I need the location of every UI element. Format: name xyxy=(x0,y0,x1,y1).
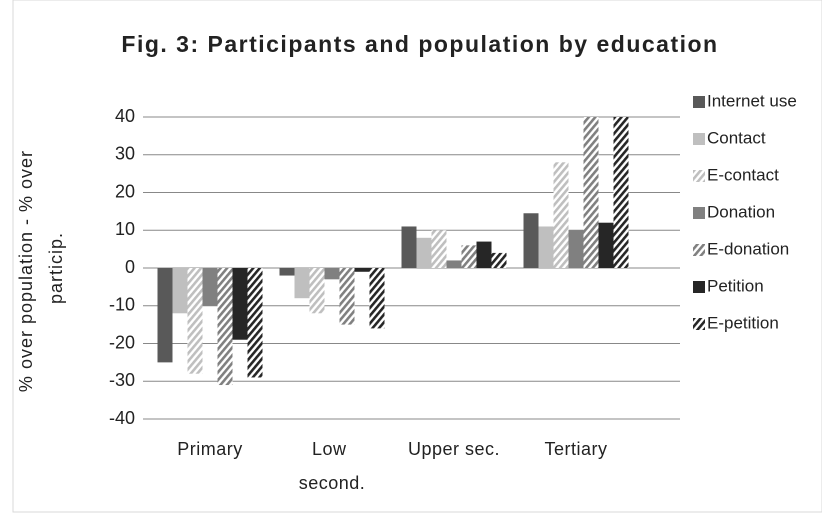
bar xyxy=(294,268,310,299)
bar xyxy=(339,268,355,325)
bar xyxy=(431,230,447,268)
bar xyxy=(309,268,325,314)
bar xyxy=(491,252,507,268)
bar xyxy=(157,268,173,363)
bar xyxy=(598,222,614,268)
bar xyxy=(583,117,599,268)
legend-label: E-contact xyxy=(707,165,779,184)
legend-label: Donation xyxy=(707,202,775,221)
legend-label: Petition xyxy=(707,276,764,295)
bar xyxy=(461,245,477,268)
bar xyxy=(568,230,584,268)
y-tick-label: 0 xyxy=(125,257,135,277)
y-tick-label: -40 xyxy=(109,408,135,428)
legend-swatch xyxy=(693,207,705,219)
legend-label: Contact xyxy=(707,128,766,147)
y-tick-label: -30 xyxy=(109,370,135,390)
bar xyxy=(279,268,295,276)
y-tick-label: 30 xyxy=(115,144,135,164)
bar xyxy=(523,213,539,268)
legend-swatch xyxy=(693,133,705,145)
x-tick-label: Tertiary xyxy=(544,439,607,459)
bar xyxy=(247,268,263,378)
bar xyxy=(476,241,492,268)
y-tick-label: 10 xyxy=(115,219,135,239)
legend-swatch xyxy=(693,318,705,330)
bar xyxy=(202,268,218,306)
bar xyxy=(354,268,370,272)
legend-label: E-donation xyxy=(707,239,789,258)
bar xyxy=(416,237,432,268)
legend-swatch xyxy=(693,281,705,293)
bar xyxy=(232,268,248,340)
bar xyxy=(538,226,554,268)
chart-border xyxy=(12,0,822,513)
y-tick-label: 20 xyxy=(115,181,135,201)
y-tick-label: -20 xyxy=(109,332,135,352)
legend-swatch xyxy=(693,170,705,182)
x-tick-label: Low second. xyxy=(299,439,366,493)
legend-swatch xyxy=(693,244,705,256)
y-tick-label: 40 xyxy=(115,106,135,126)
legend-swatch xyxy=(693,96,705,108)
bar xyxy=(217,268,233,386)
bar xyxy=(401,226,417,268)
bar xyxy=(187,268,203,374)
bar xyxy=(324,268,340,280)
y-axis-label: % over population - % over particip. xyxy=(16,144,66,392)
legend-label: E-petition xyxy=(707,313,779,332)
legend-label: Internet use xyxy=(707,91,797,110)
x-tick-label: Primary xyxy=(177,439,243,459)
bar xyxy=(172,268,188,314)
bar xyxy=(613,117,629,268)
y-tick-label: -10 xyxy=(109,295,135,315)
x-tick-label: Upper sec. xyxy=(408,439,500,459)
bar xyxy=(446,260,462,268)
bar xyxy=(369,268,385,329)
bar xyxy=(553,162,569,268)
chart-title: Fig. 3: Participants and population by e… xyxy=(121,31,718,57)
